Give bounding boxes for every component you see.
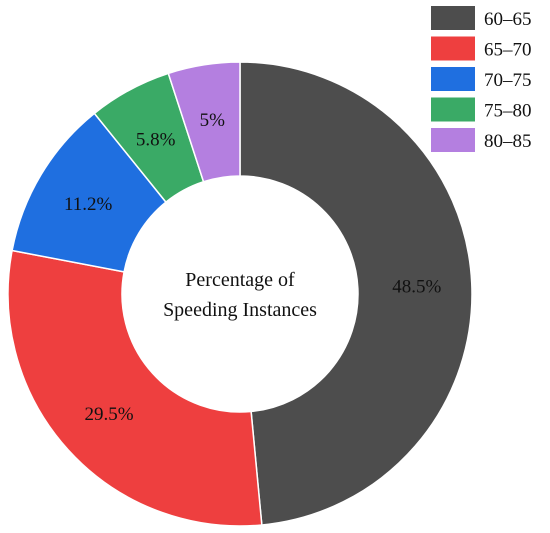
- legend-swatch-75-80: [431, 97, 475, 122]
- slice-65-70: [7, 249, 263, 527]
- legend-swatch-80-85: [431, 128, 475, 152]
- slice-labels-layer: 48.5% 29.5% 11.2% 5.8% 5%: [64, 110, 441, 425]
- legend-swatch-70-75: [431, 67, 475, 91]
- legend-swatch-60-65: [431, 6, 475, 30]
- slice-label-80-85: 5%: [200, 110, 226, 131]
- center-label: Percentage of Speeding Instances: [163, 269, 317, 321]
- slice-label-60-65: 48.5%: [392, 277, 441, 298]
- center-label-line-1: Percentage of: [185, 269, 295, 291]
- legend-label-60-65: 60–65: [484, 9, 532, 30]
- legend-label-70-75: 70–75: [484, 70, 532, 91]
- legend-label-80-85: 80–85: [484, 131, 532, 152]
- center-label-line-2: Speeding Instances: [163, 299, 317, 321]
- legend-label-75-80: 75–80: [484, 101, 532, 122]
- slice-60-65: [239, 61, 473, 526]
- slices-layer: [7, 61, 473, 527]
- slice-label-70-75: 11.2%: [64, 194, 113, 215]
- slice-80-85: [167, 61, 241, 183]
- slice-label-75-80: 5.8%: [136, 129, 176, 150]
- legend: 60–65 65–70 70–75 75–80 80–85: [431, 6, 532, 152]
- slice-label-65-70: 29.5%: [85, 404, 134, 425]
- legend-swatch-65-70: [431, 36, 475, 61]
- legend-label-65-70: 65–70: [484, 40, 532, 61]
